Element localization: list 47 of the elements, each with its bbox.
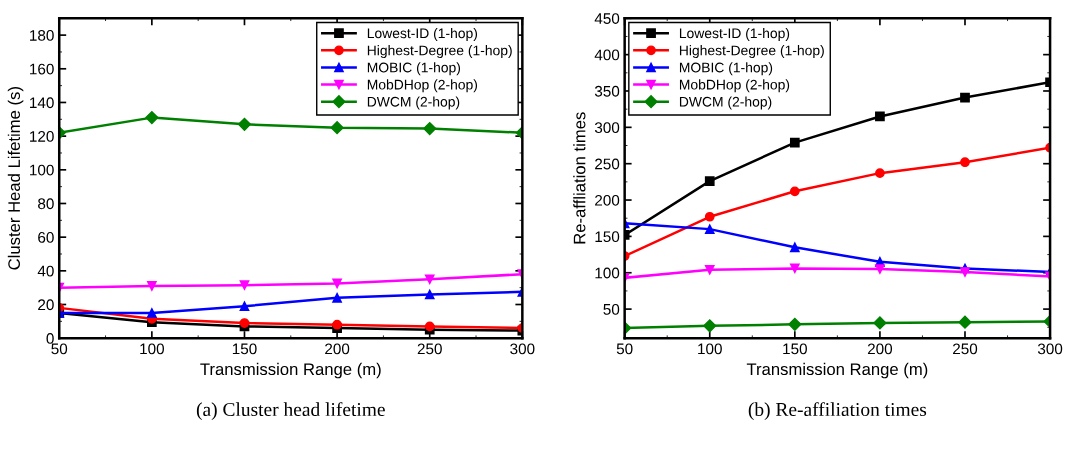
y-tick-label: 300 <box>594 122 620 134</box>
y-tick-label: 200 <box>595 194 620 206</box>
legend-label: Highest-Degree (1-hop) <box>367 45 512 59</box>
y-tick-label: 100 <box>595 267 620 279</box>
y-axis-title: Cluster Head Lifetime (s) <box>7 87 24 270</box>
x-tick-label: 100 <box>698 343 722 355</box>
x-tick-label: 300 <box>510 343 535 355</box>
y-tick-label: 100 <box>30 164 54 176</box>
text: (b) Re-affiliation times <box>748 402 927 420</box>
x-tick-label: 250 <box>953 343 978 355</box>
x-axis-title: Transmission Range (m) <box>746 362 928 379</box>
y-tick-label: 60 <box>38 232 54 243</box>
legend-label: Lowest-ID (1-hop) <box>679 28 790 41</box>
legend-label: MOBIC (1-hop) <box>679 62 773 76</box>
legend-label: DWCM (2-hop) <box>367 96 460 110</box>
y-tick-label: 0 <box>46 333 54 344</box>
y-axis-title: Re-affliation times <box>573 112 586 244</box>
x-tick-label: 200 <box>867 343 893 355</box>
x-tick-label: 50 <box>51 343 68 355</box>
text: (a) Cluster head lifetime <box>196 402 385 420</box>
y-tick-label: 80 <box>38 198 54 210</box>
y-tick-label: 160 <box>30 63 54 75</box>
x-tick-label: 100 <box>140 343 165 355</box>
y-tick-label: 180 <box>30 29 54 41</box>
y-tick-label: 40 <box>37 265 54 277</box>
y-tick-label: 400 <box>594 49 620 61</box>
legend-label: MobDHop (2-hop) <box>367 79 478 93</box>
legend-label: MOBIC (1-hop) <box>367 62 461 76</box>
y-tick-label: 150 <box>595 231 620 243</box>
y-tick-label: 50 <box>603 303 620 315</box>
legend-label: DWCM (2-hop) <box>679 96 772 110</box>
y-tick-label: 120 <box>30 131 54 142</box>
x-tick-label: 150 <box>783 343 807 355</box>
y-tick-label: 350 <box>594 85 620 97</box>
y-tick-label: 250 <box>595 158 620 170</box>
y-tick-label: 450 <box>594 13 620 24</box>
legend-label: MobDHop (2-hop) <box>679 79 790 93</box>
legend-label: Lowest-ID (1-hop) <box>367 28 478 41</box>
legend-label: Highest-Degree (1-hop) <box>679 45 824 59</box>
x-tick-label: 150 <box>232 343 257 355</box>
x-tick-label: 250 <box>417 343 442 355</box>
x-tick-label: 50 <box>616 343 633 355</box>
x-tick-label: 200 <box>325 343 350 355</box>
y-tick-label: 140 <box>30 97 54 109</box>
x-tick-label: 300 <box>1037 343 1063 355</box>
x-axis-title: Transmission Range (m) <box>200 362 381 379</box>
y-tick-label: 20 <box>38 299 54 311</box>
